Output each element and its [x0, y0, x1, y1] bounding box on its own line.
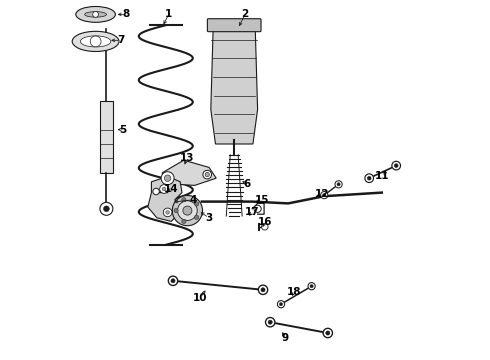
Circle shape	[172, 195, 202, 226]
Circle shape	[337, 183, 340, 186]
Polygon shape	[162, 160, 216, 185]
Circle shape	[160, 185, 169, 193]
Text: 12: 12	[315, 189, 330, 199]
Text: 13: 13	[179, 153, 194, 163]
Circle shape	[261, 288, 265, 292]
Circle shape	[166, 211, 170, 214]
Text: 4: 4	[189, 195, 196, 205]
Circle shape	[268, 320, 272, 324]
Text: 6: 6	[243, 179, 250, 189]
Circle shape	[365, 174, 373, 183]
Circle shape	[90, 36, 101, 47]
Circle shape	[205, 172, 209, 177]
Circle shape	[262, 224, 268, 230]
FancyBboxPatch shape	[207, 19, 261, 32]
Text: 14: 14	[164, 184, 178, 194]
Circle shape	[326, 331, 330, 335]
Circle shape	[164, 175, 171, 181]
Circle shape	[183, 206, 192, 215]
Circle shape	[103, 206, 109, 212]
Circle shape	[322, 194, 326, 197]
Ellipse shape	[80, 36, 111, 47]
Circle shape	[335, 181, 342, 188]
Text: 16: 16	[258, 217, 272, 228]
Circle shape	[195, 202, 199, 206]
Text: 15: 15	[255, 195, 270, 205]
Circle shape	[266, 318, 275, 327]
Text: 2: 2	[242, 9, 248, 19]
Text: 1: 1	[165, 9, 172, 19]
Text: 10: 10	[193, 293, 207, 303]
Circle shape	[277, 301, 285, 308]
Circle shape	[279, 302, 283, 306]
Circle shape	[254, 205, 261, 212]
Circle shape	[162, 187, 166, 191]
Circle shape	[308, 283, 315, 290]
Circle shape	[320, 192, 328, 199]
Ellipse shape	[72, 31, 119, 51]
Text: 11: 11	[374, 171, 389, 181]
Circle shape	[323, 328, 333, 338]
Circle shape	[93, 12, 98, 17]
Circle shape	[182, 219, 186, 224]
Circle shape	[174, 208, 178, 213]
Ellipse shape	[85, 12, 106, 17]
Circle shape	[177, 201, 197, 220]
Text: 17: 17	[245, 207, 260, 217]
Circle shape	[368, 176, 371, 180]
Circle shape	[182, 198, 186, 202]
Circle shape	[171, 279, 175, 283]
Polygon shape	[211, 29, 258, 144]
Circle shape	[394, 164, 398, 167]
Circle shape	[169, 276, 178, 285]
FancyBboxPatch shape	[100, 101, 113, 173]
Circle shape	[153, 188, 159, 195]
Polygon shape	[148, 176, 182, 221]
Circle shape	[392, 161, 400, 170]
Circle shape	[195, 215, 199, 220]
Circle shape	[161, 172, 174, 185]
Text: 8: 8	[122, 9, 130, 19]
Circle shape	[258, 285, 268, 294]
Text: 7: 7	[117, 35, 124, 45]
Circle shape	[203, 170, 212, 179]
Text: 3: 3	[205, 213, 213, 223]
Ellipse shape	[76, 6, 116, 22]
Circle shape	[310, 284, 313, 288]
Text: 5: 5	[119, 125, 126, 135]
Circle shape	[163, 208, 172, 217]
Text: 9: 9	[282, 333, 289, 343]
Circle shape	[100, 202, 113, 215]
Text: 18: 18	[286, 287, 301, 297]
